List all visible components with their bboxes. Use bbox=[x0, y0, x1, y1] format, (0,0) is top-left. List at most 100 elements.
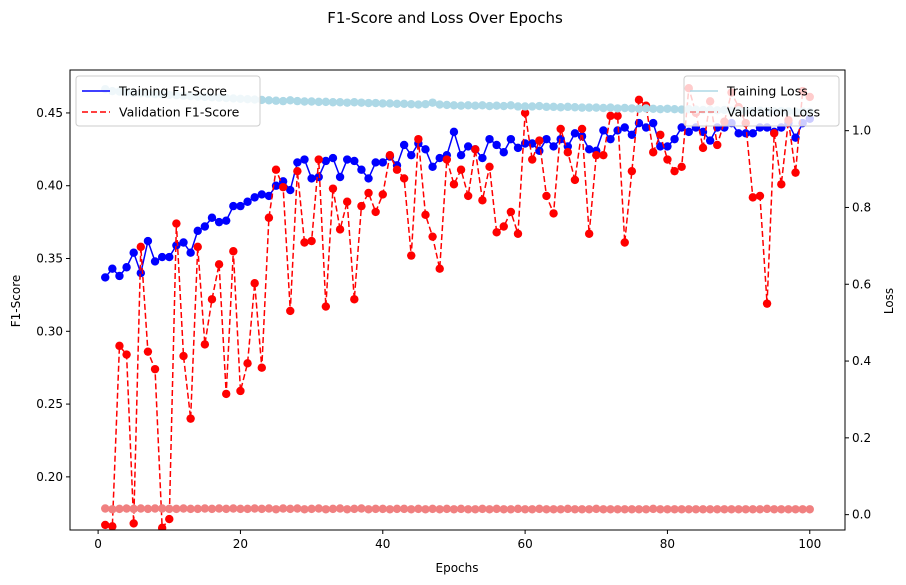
data-point bbox=[157, 504, 167, 513]
data-point bbox=[428, 504, 437, 514]
data-point bbox=[207, 504, 217, 514]
data-point bbox=[222, 216, 231, 225]
data-point bbox=[535, 504, 544, 514]
data-point bbox=[641, 505, 651, 514]
data-point bbox=[549, 505, 558, 514]
data-point bbox=[179, 351, 188, 361]
data-point bbox=[492, 140, 501, 150]
data-point bbox=[293, 504, 302, 513]
data-point bbox=[563, 102, 573, 112]
data-point bbox=[769, 505, 779, 514]
data-point bbox=[428, 232, 437, 241]
data-point bbox=[364, 174, 373, 183]
data-point bbox=[478, 504, 487, 514]
data-point bbox=[378, 158, 387, 167]
data-point bbox=[421, 145, 430, 154]
data-point bbox=[357, 165, 366, 174]
right-y-tick-label: 0.2 bbox=[852, 431, 871, 445]
data-point bbox=[328, 504, 338, 514]
data-point bbox=[200, 340, 210, 349]
data-point bbox=[463, 191, 473, 201]
data-point bbox=[606, 505, 615, 514]
data-point bbox=[328, 98, 338, 107]
data-point bbox=[570, 175, 580, 185]
data-point bbox=[250, 504, 259, 513]
data-point bbox=[108, 522, 117, 530]
right-y-tick-label: 0.6 bbox=[852, 277, 871, 291]
data-point bbox=[392, 99, 402, 108]
data-point bbox=[136, 504, 146, 513]
data-point bbox=[634, 104, 644, 113]
data-point bbox=[791, 133, 800, 142]
data-point bbox=[485, 505, 494, 514]
data-point bbox=[513, 102, 523, 111]
data-point bbox=[556, 103, 565, 112]
left-y-axis-ticks: 0.20 0.25 0.30 0.35 0.40 0.45 bbox=[36, 106, 70, 484]
data-point bbox=[250, 193, 259, 202]
right-y-tick-label: 0.0 bbox=[852, 508, 871, 522]
data-point bbox=[520, 108, 530, 118]
data-point bbox=[506, 505, 516, 514]
data-point bbox=[399, 140, 409, 150]
data-point bbox=[592, 504, 601, 514]
data-point bbox=[528, 505, 537, 514]
data-point bbox=[641, 104, 651, 113]
data-point bbox=[165, 504, 174, 514]
data-point bbox=[179, 238, 188, 247]
x-tick-label: 80 bbox=[660, 537, 675, 551]
data-point bbox=[421, 505, 430, 514]
data-point bbox=[599, 103, 608, 113]
data-point bbox=[627, 104, 637, 113]
left-y-tick-label: 0.30 bbox=[36, 324, 63, 338]
data-point bbox=[414, 134, 423, 144]
data-point bbox=[342, 505, 352, 514]
data-point bbox=[734, 129, 743, 138]
data-point bbox=[335, 225, 345, 234]
data-point bbox=[229, 247, 238, 256]
data-point bbox=[172, 219, 181, 228]
data-point bbox=[684, 127, 693, 137]
data-point bbox=[577, 124, 587, 134]
data-point bbox=[663, 505, 672, 514]
data-point bbox=[364, 505, 373, 514]
data-point bbox=[463, 101, 473, 110]
data-point bbox=[243, 359, 252, 368]
data-point bbox=[634, 505, 644, 514]
data-point bbox=[165, 252, 174, 262]
data-point bbox=[350, 156, 359, 166]
data-point bbox=[535, 136, 544, 145]
data-point bbox=[328, 153, 338, 163]
data-point bbox=[101, 520, 110, 530]
data-point bbox=[620, 238, 629, 247]
data-point bbox=[335, 98, 345, 107]
data-point bbox=[478, 196, 487, 205]
data-point bbox=[556, 505, 565, 514]
data-point bbox=[378, 190, 387, 199]
data-point bbox=[129, 248, 138, 257]
data-point bbox=[663, 155, 672, 164]
right-y-axis-label: Loss bbox=[882, 288, 896, 314]
data-point bbox=[456, 101, 466, 110]
data-point bbox=[727, 505, 736, 514]
right-y-axis-ticks: 0.0 0.2 0.4 0.6 0.8 1.0 bbox=[845, 124, 871, 522]
x-tick-label: 100 bbox=[798, 537, 821, 551]
data-point bbox=[456, 165, 466, 174]
data-point bbox=[122, 350, 131, 359]
chart-title: F1-Score and Loss Over Epochs bbox=[327, 9, 563, 27]
data-point bbox=[122, 263, 131, 272]
data-point bbox=[528, 102, 537, 111]
data-point bbox=[528, 155, 537, 164]
data-point bbox=[584, 145, 594, 154]
data-point bbox=[200, 504, 210, 513]
data-point bbox=[371, 207, 380, 217]
data-point bbox=[385, 150, 395, 160]
data-point bbox=[755, 505, 765, 514]
x-axis-label: Epochs bbox=[436, 561, 479, 575]
data-point bbox=[264, 213, 274, 222]
data-point bbox=[172, 504, 181, 514]
data-point bbox=[278, 182, 288, 192]
legend-label: Validation F1-Score bbox=[119, 105, 240, 120]
data-point bbox=[684, 505, 693, 514]
data-point bbox=[463, 505, 473, 514]
